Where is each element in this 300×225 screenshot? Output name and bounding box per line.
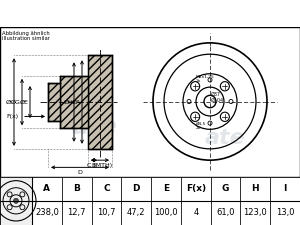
Text: illustration similar: illustration similar (2, 36, 50, 41)
Bar (121, 177, 151, 201)
Text: ØA: ØA (72, 99, 81, 105)
Bar (181, 201, 211, 225)
Text: C: C (103, 184, 110, 193)
Text: D: D (78, 170, 82, 175)
Text: F(x): F(x) (186, 184, 206, 193)
Text: C (MTH): C (MTH) (87, 163, 112, 168)
Text: M8x1,25: M8x1,25 (196, 75, 215, 79)
Text: ate: ate (72, 115, 118, 139)
Bar (32, 201, 62, 225)
Bar (60, 76, 88, 128)
Text: ØH: ØH (63, 99, 73, 105)
Bar (62, 201, 92, 225)
Text: 24.0113-0188.1: 24.0113-0188.1 (61, 7, 178, 20)
Bar (92, 177, 121, 201)
Bar (240, 201, 270, 225)
Text: 47,2: 47,2 (127, 208, 146, 217)
Bar (151, 201, 181, 225)
Bar (62, 177, 92, 201)
Text: ate: ate (205, 128, 245, 148)
Bar (240, 177, 270, 201)
Bar (270, 201, 300, 225)
Text: ØG: ØG (11, 99, 21, 105)
Text: 4: 4 (193, 208, 198, 217)
Text: H: H (251, 184, 259, 193)
Text: D: D (133, 184, 140, 193)
Text: 123,0: 123,0 (244, 208, 267, 217)
Bar (48, 83, 60, 121)
Text: B: B (92, 163, 96, 168)
Text: 2x: 2x (196, 79, 201, 83)
Text: 61,0: 61,0 (216, 208, 235, 217)
Text: 2x: 2x (196, 126, 201, 130)
Text: B: B (73, 184, 80, 193)
Text: ØI: ØI (6, 99, 13, 105)
Text: Ø104: Ø104 (211, 98, 224, 103)
Text: E: E (163, 184, 169, 193)
Text: A: A (44, 184, 50, 193)
Text: Ø87: Ø87 (211, 92, 221, 97)
Bar (92, 201, 121, 225)
Text: F(x): F(x) (6, 114, 18, 119)
Text: 100,0: 100,0 (154, 208, 178, 217)
Bar (270, 177, 300, 201)
Text: 13,0: 13,0 (276, 208, 294, 217)
Text: ØE: ØE (20, 99, 29, 105)
Text: Ø4,5: Ø4,5 (196, 122, 206, 126)
Bar (32, 177, 62, 201)
Text: Abbildung ähnlich: Abbildung ähnlich (2, 31, 50, 36)
Bar (181, 177, 211, 201)
Bar (88, 55, 112, 149)
Text: 413188: 413188 (202, 7, 258, 20)
Text: I: I (284, 184, 287, 193)
Text: 12,7: 12,7 (68, 208, 86, 217)
Bar (0, 177, 32, 225)
Text: 238,0: 238,0 (35, 208, 59, 217)
Text: 10,7: 10,7 (97, 208, 116, 217)
Bar (151, 177, 181, 201)
Bar (211, 201, 240, 225)
Bar (121, 201, 151, 225)
Text: G: G (222, 184, 229, 193)
Circle shape (14, 198, 19, 203)
Bar (211, 177, 240, 201)
